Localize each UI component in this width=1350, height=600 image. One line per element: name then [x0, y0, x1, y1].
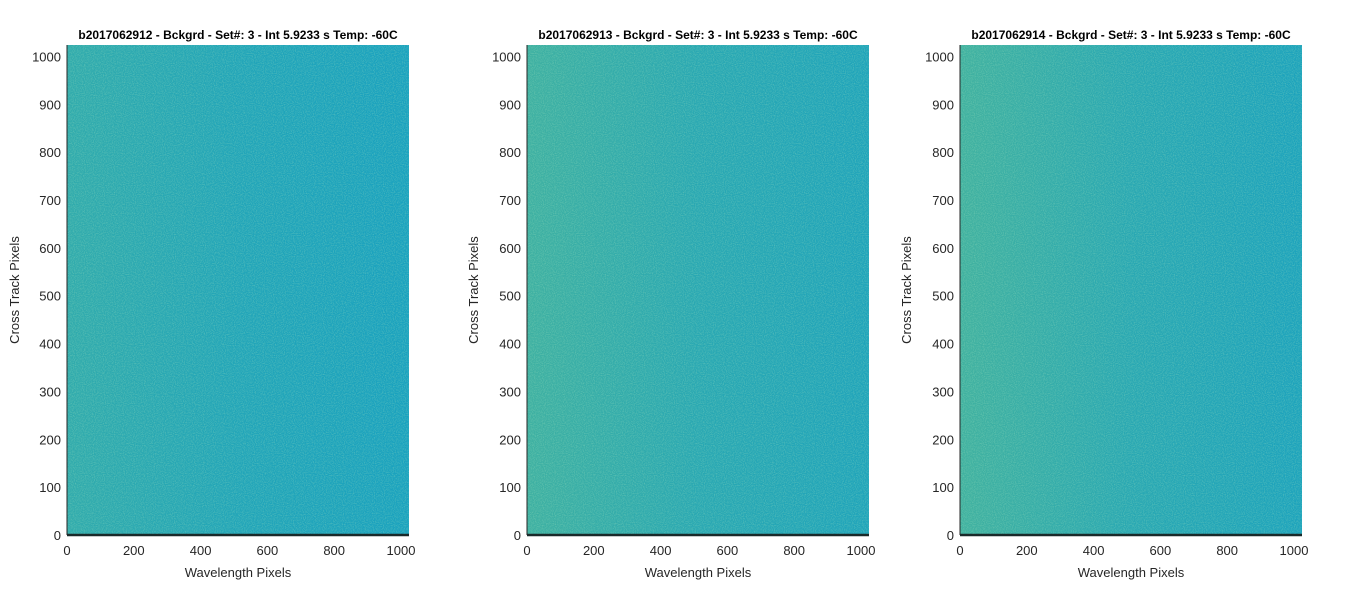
- x-tick-label: 200: [583, 543, 605, 558]
- y-tick-label: 600: [39, 241, 61, 256]
- y-axis-label: Cross Track Pixels: [899, 236, 914, 344]
- chart-panel-3: b2017062914 - Bckgrd - Set#: 3 - Int 5.9…: [899, 28, 1308, 580]
- y-tick-label: 800: [39, 145, 61, 160]
- y-tick-label: 400: [39, 337, 61, 352]
- y-tick-label: 700: [39, 193, 61, 208]
- y-tick-label: 200: [499, 432, 521, 447]
- x-tick-label: 0: [63, 543, 70, 558]
- y-tick-label: 600: [499, 241, 521, 256]
- chart-panel-1: b2017062912 - Bckgrd - Set#: 3 - Int 5.9…: [7, 28, 415, 580]
- y-tick-label: 900: [39, 97, 61, 112]
- y-tick-label: 500: [499, 289, 521, 304]
- x-tick-label: 1000: [1280, 543, 1309, 558]
- x-tick-label: 1000: [387, 543, 416, 558]
- chart-title: b2017062913 - Bckgrd - Set#: 3 - Int 5.9…: [538, 28, 858, 42]
- x-tick-label: 1000: [847, 543, 876, 558]
- y-tick-label: 0: [514, 528, 521, 543]
- x-tick-label: 800: [1216, 543, 1238, 558]
- y-tick-label: 800: [499, 145, 521, 160]
- y-tick-label: 500: [932, 289, 954, 304]
- y-tick-label: 1000: [925, 49, 954, 64]
- x-tick-label: 400: [650, 543, 672, 558]
- y-tick-label: 700: [932, 193, 954, 208]
- x-tick-label: 200: [123, 543, 145, 558]
- chart-title: b2017062914 - Bckgrd - Set#: 3 - Int 5.9…: [971, 28, 1291, 42]
- heatmap-noise: [67, 45, 409, 535]
- x-tick-label: 600: [717, 543, 739, 558]
- x-tick-label: 800: [323, 543, 345, 558]
- y-tick-label: 1000: [32, 49, 61, 64]
- y-tick-label: 500: [39, 289, 61, 304]
- heatmap-noise: [527, 45, 869, 535]
- y-tick-label: 400: [499, 337, 521, 352]
- x-tick-label: 600: [257, 543, 279, 558]
- chart-panel-2: b2017062913 - Bckgrd - Set#: 3 - Int 5.9…: [466, 28, 875, 580]
- x-tick-label: 200: [1016, 543, 1038, 558]
- y-tick-label: 300: [932, 384, 954, 399]
- y-tick-label: 900: [499, 97, 521, 112]
- x-tick-label: 600: [1150, 543, 1172, 558]
- y-tick-label: 100: [499, 480, 521, 495]
- y-tick-label: 200: [39, 432, 61, 447]
- y-tick-label: 600: [932, 241, 954, 256]
- y-tick-label: 1000: [492, 49, 521, 64]
- y-tick-label: 0: [54, 528, 61, 543]
- x-tick-label: 400: [190, 543, 212, 558]
- y-tick-label: 0: [947, 528, 954, 543]
- y-axis-label: Cross Track Pixels: [7, 236, 22, 344]
- heatmap-noise: [960, 45, 1302, 535]
- x-axis-label: Wavelength Pixels: [1078, 565, 1185, 580]
- x-tick-label: 0: [956, 543, 963, 558]
- y-tick-label: 700: [499, 193, 521, 208]
- y-tick-label: 300: [39, 384, 61, 399]
- y-tick-label: 100: [39, 480, 61, 495]
- y-tick-label: 900: [932, 97, 954, 112]
- y-axis-label: Cross Track Pixels: [466, 236, 481, 344]
- x-tick-label: 0: [523, 543, 530, 558]
- y-tick-label: 100: [932, 480, 954, 495]
- y-tick-label: 300: [499, 384, 521, 399]
- y-tick-label: 400: [932, 337, 954, 352]
- chart-title: b2017062912 - Bckgrd - Set#: 3 - Int 5.9…: [78, 28, 398, 42]
- x-tick-label: 400: [1083, 543, 1105, 558]
- y-tick-label: 800: [932, 145, 954, 160]
- y-tick-label: 200: [932, 432, 954, 447]
- x-tick-label: 800: [783, 543, 805, 558]
- x-axis-label: Wavelength Pixels: [645, 565, 752, 580]
- x-axis-label: Wavelength Pixels: [185, 565, 292, 580]
